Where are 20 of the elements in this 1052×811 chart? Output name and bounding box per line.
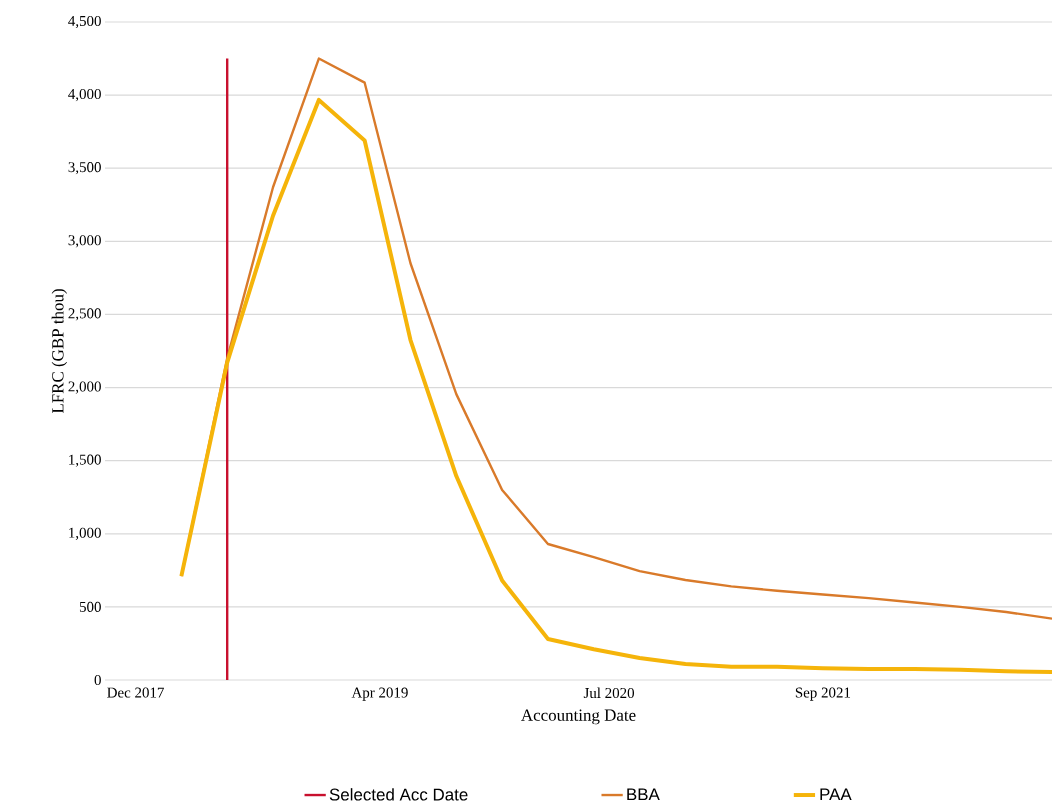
y-tick-label: 1,000 [69, 527, 101, 540]
legend-label: BBA [627, 788, 660, 801]
legend-label: PAA [820, 788, 852, 801]
y-tick-label: 3,500 [68, 162, 101, 175]
y-tick-label: 0 [94, 674, 101, 686]
line-series [179, 97, 1052, 674]
y-axis-title: LFRC (GBP thou) [51, 289, 68, 414]
x-tick-label: Sep 2021 [795, 687, 851, 701]
y-tick-label: 4,000 [68, 88, 101, 102]
y-tick-label: 500 [79, 601, 101, 612]
y-tick-label: 2,000 [68, 381, 101, 394]
x-tick-label: Jul 2020 [583, 687, 635, 699]
y-tick-label: 4,500 [68, 15, 101, 29]
y-tick-label: 1,500 [69, 454, 101, 467]
y-tick-label: 3,000 [68, 235, 101, 248]
x-tick-label: Dec 2017 [107, 687, 164, 698]
x-axis-title: Accounting Date [521, 709, 636, 725]
y-tick-label: 2,500 [68, 308, 101, 321]
legend-label: Selected Acc Date [329, 788, 468, 801]
x-tick-label: Apr 2019 [351, 687, 408, 701]
